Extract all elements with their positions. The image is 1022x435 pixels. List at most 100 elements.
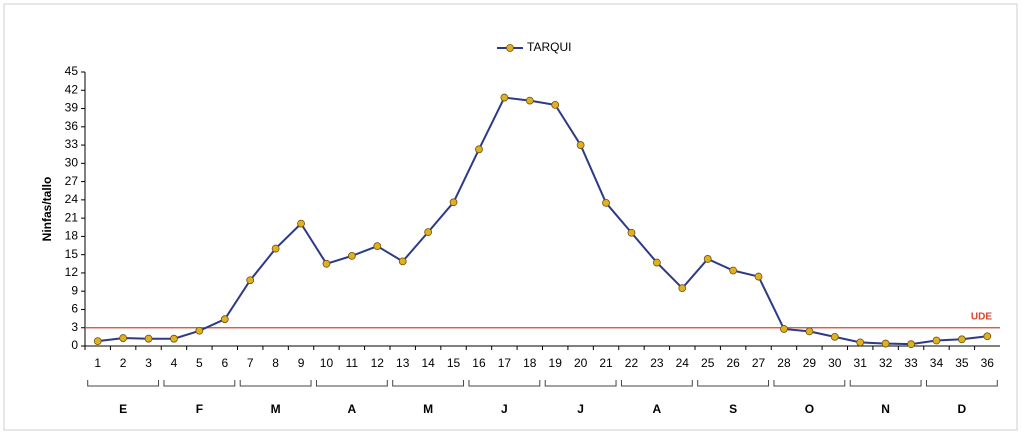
data-point	[830, 332, 839, 341]
data-point	[551, 100, 560, 109]
x-tick-label: 17	[498, 356, 512, 370]
data-point	[729, 266, 738, 275]
y-tick-label: 30	[65, 156, 79, 170]
x-tick-label: 25	[701, 356, 715, 370]
data-point	[220, 315, 229, 324]
data-point	[144, 334, 153, 343]
data-point	[602, 199, 610, 207]
x-tick-label: 2	[120, 356, 127, 370]
data-point	[449, 198, 458, 207]
month-bracket	[163, 380, 236, 387]
data-point	[957, 335, 966, 344]
month-label: A	[653, 402, 662, 416]
data-point	[881, 339, 890, 348]
data-point	[398, 257, 407, 266]
y-axis-label: Ninfas/tallo	[40, 177, 54, 242]
data-point	[780, 325, 788, 333]
chart-frame	[3, 3, 1018, 431]
x-tick-label: 26	[726, 356, 740, 370]
x-tick-label: 10	[320, 356, 334, 370]
x-tick-label: 16	[472, 356, 486, 370]
month-label: E	[119, 402, 127, 416]
month-bracket	[849, 380, 922, 387]
x-tick-label: 32	[879, 356, 893, 370]
series-line	[97, 96, 988, 346]
month-label: J	[501, 402, 508, 416]
month-label: D	[958, 402, 967, 416]
x-tick-label: 9	[298, 356, 305, 370]
month-label: F	[196, 402, 203, 416]
x-tick-label: 34	[930, 356, 944, 370]
data-point	[500, 93, 509, 102]
y-tick-label: 36	[65, 119, 79, 133]
data-point	[983, 332, 992, 341]
month-bracket	[239, 380, 312, 387]
data-point	[805, 327, 814, 336]
data-point	[195, 326, 204, 335]
month-bracket	[620, 380, 693, 387]
data-point	[170, 334, 178, 343]
y-tick-label: 0	[71, 338, 78, 352]
month-bracket	[468, 380, 541, 387]
threshold-label: UDE	[971, 311, 992, 322]
x-tick-label: 30	[828, 356, 842, 370]
data-point	[525, 96, 534, 105]
data-point	[856, 338, 865, 347]
legend-marker	[506, 44, 514, 52]
month-label: A	[348, 402, 357, 416]
x-tick-label: 11	[346, 356, 359, 370]
month-label: O	[805, 402, 814, 416]
x-tick-label: 18	[523, 356, 537, 370]
data-point	[754, 272, 763, 281]
data-point	[271, 244, 280, 253]
y-tick-label: 42	[65, 82, 79, 96]
legend-label: TARQUI	[527, 40, 571, 54]
x-tick-label: 6	[221, 356, 228, 370]
x-tick-label: 20	[574, 356, 588, 370]
x-tick-label: 13	[396, 356, 410, 370]
data-point	[119, 334, 128, 342]
x-tick-label: 8	[272, 356, 279, 370]
y-tick-label: 39	[65, 101, 79, 115]
x-tick-label: 28	[777, 356, 791, 370]
y-tick-label: 6	[71, 302, 78, 316]
month-bracket	[315, 380, 388, 387]
x-tick-label: 5	[196, 356, 203, 370]
data-point	[576, 141, 585, 149]
y-tick-label: 21	[65, 210, 79, 224]
x-tick-label: 19	[549, 356, 563, 370]
data-point	[703, 255, 712, 263]
month-label: M	[271, 402, 281, 416]
month-bracket	[773, 380, 846, 387]
month-label: S	[729, 402, 737, 416]
data-point	[475, 145, 483, 154]
y-tick-label: 3	[71, 320, 78, 334]
x-tick-label: 3	[145, 356, 152, 370]
data-point	[424, 228, 433, 237]
month-label: J	[577, 402, 584, 416]
x-tick-label: 12	[371, 356, 385, 370]
data-point	[652, 258, 661, 267]
month-bracket	[544, 380, 617, 387]
y-tick-label: 27	[65, 174, 79, 188]
y-tick-label: 12	[65, 265, 79, 279]
x-tick-label: 29	[803, 356, 817, 370]
data-point	[347, 251, 356, 260]
x-tick-label: 23	[650, 356, 664, 370]
x-tick-label: 14	[421, 356, 435, 370]
x-tick-label: 22	[625, 356, 639, 370]
data-point	[246, 276, 255, 285]
data-point	[93, 337, 102, 346]
x-tick-label: 33	[904, 356, 918, 370]
x-tick-label: 24	[676, 356, 690, 370]
month-label: M	[423, 402, 433, 416]
data-point	[322, 259, 331, 268]
x-tick-label: 15	[447, 356, 461, 370]
data-point	[932, 336, 941, 345]
month-bracket	[925, 380, 998, 387]
x-tick-label: 31	[854, 356, 868, 370]
month-bracket	[392, 380, 465, 387]
month-label: N	[881, 402, 890, 416]
